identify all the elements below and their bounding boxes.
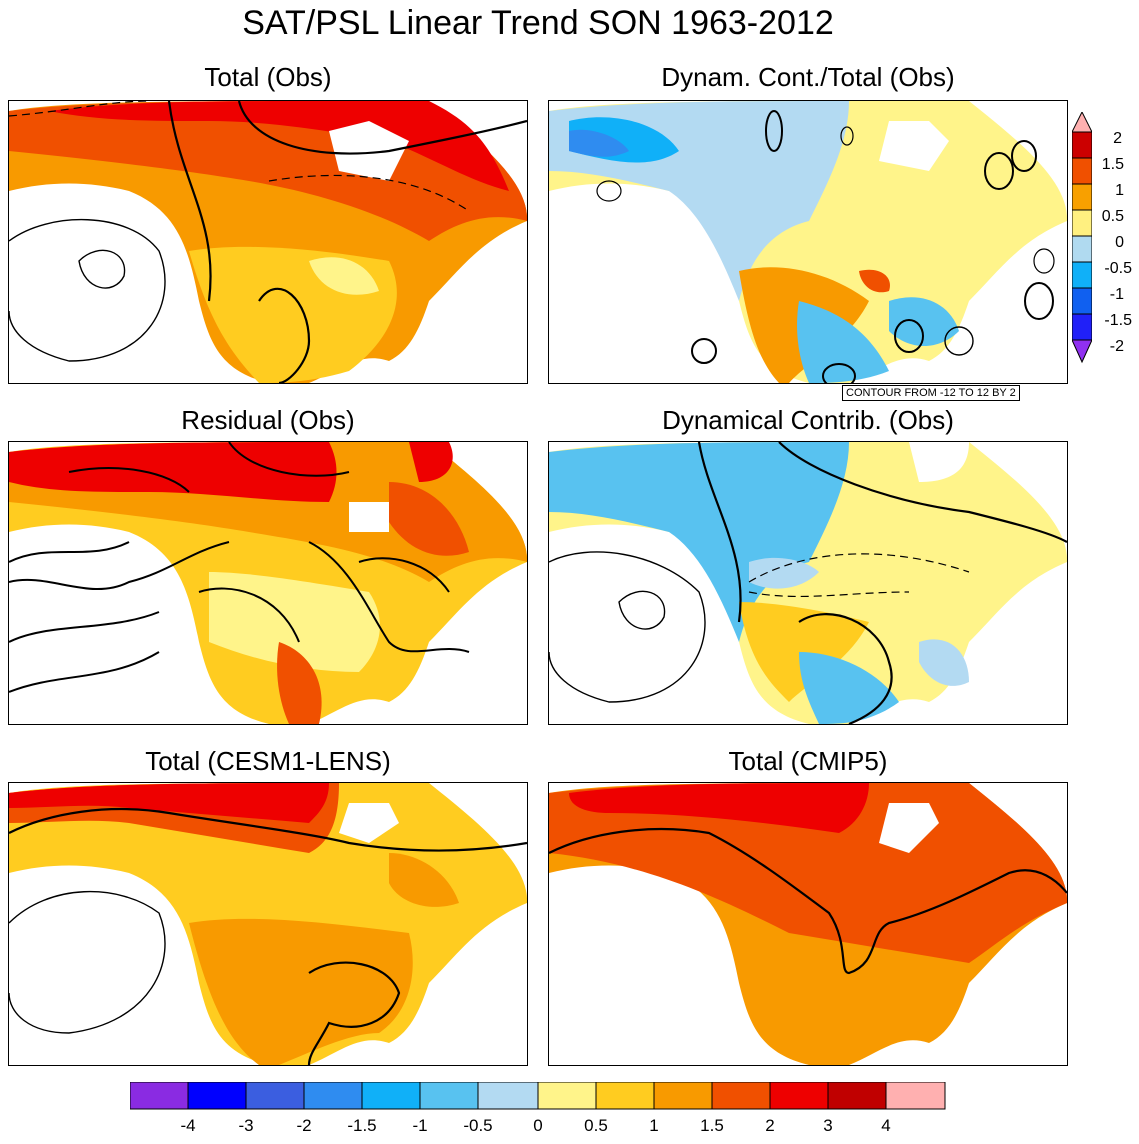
trend-colorbar xyxy=(129,1081,946,1110)
trend-label-0-5: 0.5 xyxy=(584,1116,608,1135)
trend-label-3: 3 xyxy=(823,1116,833,1135)
trend-label-1: 1 xyxy=(649,1116,659,1135)
ratio-label-2: 2 xyxy=(1113,130,1122,147)
ratio-label-neg-0-5: -0.5 xyxy=(1104,260,1132,277)
trend-label-neg-3: -3 xyxy=(238,1116,254,1135)
map-panel-residual-obs xyxy=(8,441,528,725)
ratio-label-0: 0 xyxy=(1115,234,1124,251)
map-panel-total-obs xyxy=(8,100,528,384)
ratio-label-neg-1: -1 xyxy=(1109,286,1124,303)
map-panel-total-cesm1-lens xyxy=(8,782,528,1066)
map-panel-dynam-cont-total-obs xyxy=(548,100,1068,384)
panel-title-dynam-cont-total-obs: Dynam. Cont./Total (Obs) xyxy=(661,62,955,92)
trend-label-neg-0-5: -0.5 xyxy=(463,1116,493,1135)
map-panel-dynamical-contrib-obs xyxy=(548,441,1068,725)
contour-note: CONTOUR FROM -12 TO 12 BY 2 xyxy=(842,385,1020,401)
figure-title: SAT/PSL Linear Trend SON 1963-2012 xyxy=(242,4,834,42)
map-panel-total-cmip5 xyxy=(548,782,1068,1066)
ratio-label-1: 1 xyxy=(1115,182,1124,199)
panel-title-residual-obs: Residual (Obs) xyxy=(181,405,355,435)
trend-label-neg-4: -4 xyxy=(180,1116,196,1135)
trend-label-neg-1-5: -1.5 xyxy=(347,1116,377,1135)
trend-label-2: 2 xyxy=(765,1116,775,1135)
ratio-label-1-5: 1.5 xyxy=(1101,156,1124,173)
panel-title-dynamical-contrib-obs: Dynamical Contrib. (Obs) xyxy=(662,405,954,435)
ratio-label-neg-1-5: -1.5 xyxy=(1104,312,1132,329)
panel-title-total-obs: Total (Obs) xyxy=(204,62,332,92)
ratio-label-neg-2: -2 xyxy=(1109,338,1124,355)
trend-label-neg-1: -1 xyxy=(412,1116,428,1135)
trend-label-1-5: 1.5 xyxy=(700,1116,724,1135)
ratio-label-0-5: 0.5 xyxy=(1101,208,1124,225)
panel-title-total-cmip5: Total (CMIP5) xyxy=(728,746,888,776)
trend-label-0: 0 xyxy=(533,1116,543,1135)
trend-label-neg-2: -2 xyxy=(296,1116,312,1135)
ratio-colorbar xyxy=(1071,110,1093,367)
panel-title-total-cesm1-lens: Total (CESM1-LENS) xyxy=(145,746,391,776)
trend-label-4: 4 xyxy=(881,1116,891,1135)
